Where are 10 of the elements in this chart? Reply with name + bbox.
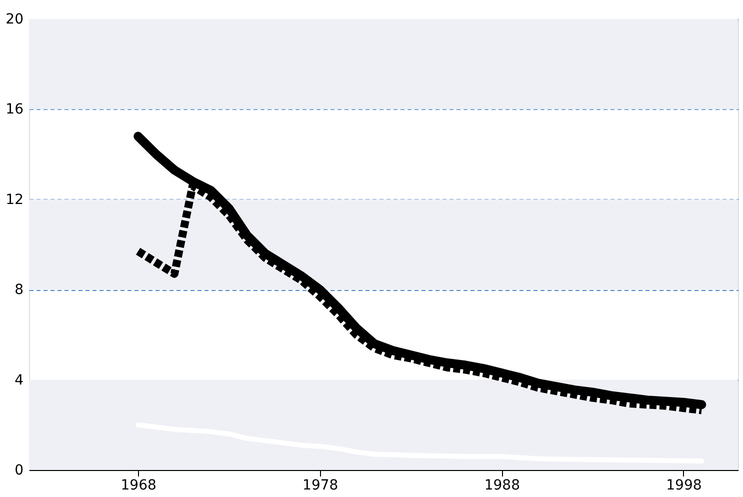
x-tick-label: 1988 [484,478,520,494]
y-tick-label: 8 [14,282,24,298]
y-tick-label: 20 [6,12,24,28]
y-tick-label: 16 [6,102,24,118]
x-tick-label: 1978 [302,478,338,494]
y-tick-label: 0 [14,462,24,478]
x-tick-label: 1968 [120,478,156,494]
y-tick-label: 12 [6,192,24,208]
x-tick-label: 1998 [666,478,702,494]
y-tick-label: 4 [14,372,24,388]
